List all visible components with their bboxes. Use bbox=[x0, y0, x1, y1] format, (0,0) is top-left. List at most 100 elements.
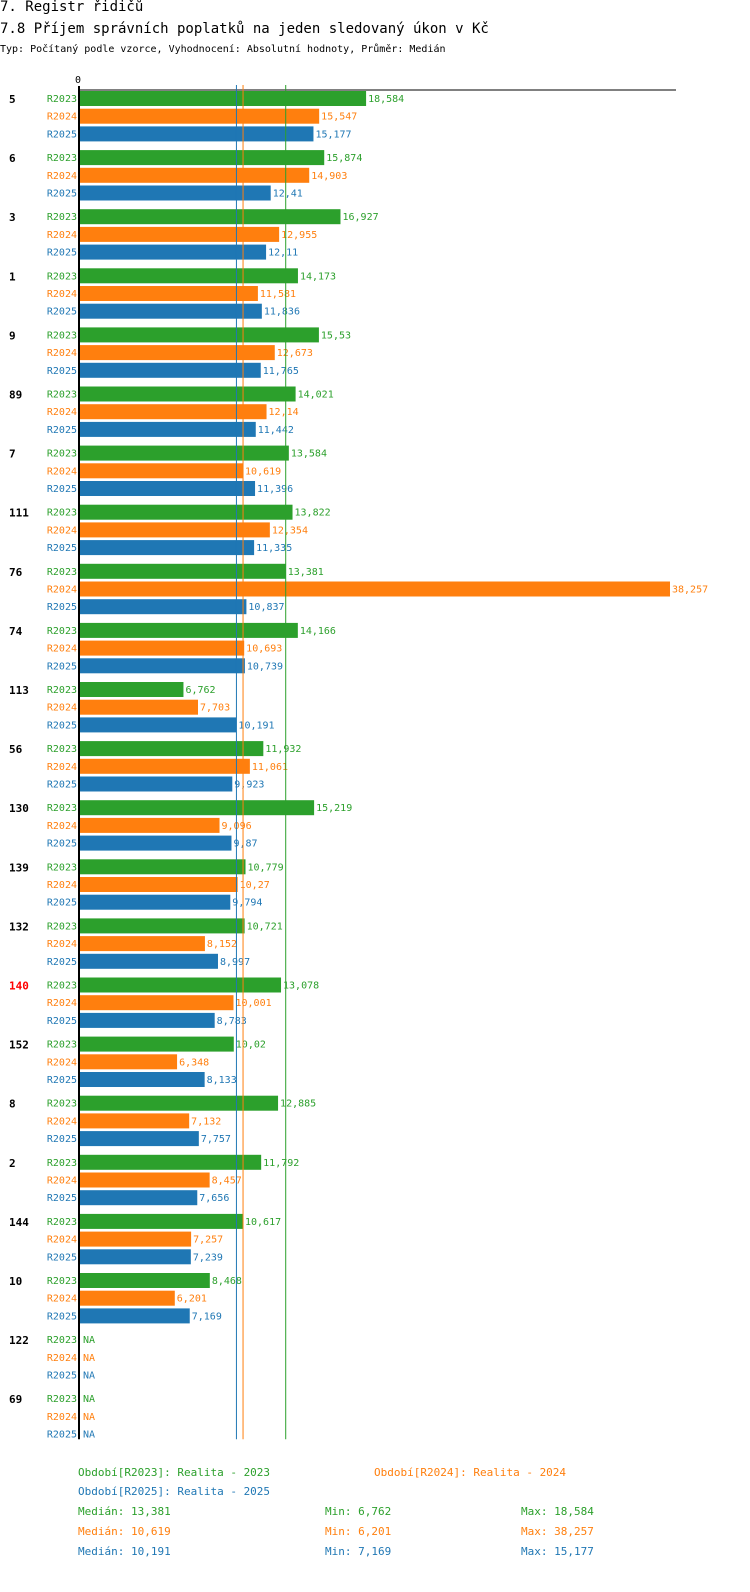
series-label: R2025 bbox=[47, 1252, 77, 1263]
legend-r2023: Období[R2023]: Realita - 2023 bbox=[78, 1466, 271, 1479]
bar-r2025 bbox=[79, 1190, 198, 1206]
series-label: R2023 bbox=[47, 981, 77, 992]
data-label: 13,822 bbox=[295, 508, 331, 519]
series-label: R2023 bbox=[47, 1040, 77, 1051]
bar-r2024 bbox=[79, 345, 275, 361]
bar-r2023 bbox=[79, 445, 289, 461]
data-label: 16,927 bbox=[342, 212, 378, 223]
data-label: 9,923 bbox=[234, 780, 264, 791]
stat-min-r2025: Min: 7,169 bbox=[325, 1545, 392, 1558]
data-label: 38,257 bbox=[672, 585, 708, 596]
stat-median-r2025: Medián: 10,191 bbox=[78, 1545, 171, 1558]
data-label: 15,547 bbox=[321, 112, 357, 123]
data-label: 10,721 bbox=[247, 921, 283, 932]
data-label: 11,765 bbox=[263, 366, 299, 377]
bar-r2025 bbox=[79, 362, 261, 378]
data-label-na: NA bbox=[83, 1394, 95, 1405]
stat-max-r2025: Max: 15,177 bbox=[521, 1545, 594, 1558]
bar-r2024 bbox=[79, 699, 198, 715]
data-label: 15,177 bbox=[315, 129, 351, 140]
series-label: R2024 bbox=[47, 1412, 77, 1423]
series-label: R2025 bbox=[47, 1016, 77, 1027]
series-label: R2024 bbox=[47, 525, 77, 536]
bar-r2023 bbox=[79, 504, 293, 520]
stat-min-r2023: Min: 6,762 bbox=[325, 1505, 392, 1518]
data-label: 10,001 bbox=[235, 998, 271, 1009]
series-label: R2025 bbox=[47, 189, 77, 200]
bar-r2024 bbox=[79, 936, 205, 952]
bar-r2025 bbox=[79, 1012, 215, 1028]
bar-r2023 bbox=[79, 1273, 210, 1288]
category-label: 69 bbox=[9, 1393, 22, 1406]
bar-r2024 bbox=[79, 640, 245, 656]
bar-r2025 bbox=[79, 540, 255, 556]
bar-r2025 bbox=[79, 303, 262, 319]
bar-r2025 bbox=[79, 244, 267, 260]
category-label: 122 bbox=[9, 1334, 29, 1347]
series-label: R2024 bbox=[47, 762, 77, 773]
data-label: 7,656 bbox=[199, 1193, 229, 1204]
series-label: R2023 bbox=[47, 1335, 77, 1346]
bar-r2023 bbox=[79, 1036, 234, 1052]
data-label: 10,837 bbox=[248, 602, 284, 613]
series-label: R2025 bbox=[47, 839, 77, 850]
series-label: R2023 bbox=[47, 271, 77, 282]
series-label: R2025 bbox=[47, 898, 77, 909]
category-label: 76 bbox=[9, 566, 23, 579]
series-label: R2023 bbox=[47, 803, 77, 814]
series-label: R2024 bbox=[47, 880, 77, 891]
category-label: 7 bbox=[9, 448, 16, 461]
bar-r2024 bbox=[79, 1054, 178, 1070]
data-label: 12,14 bbox=[269, 407, 299, 418]
bar-r2025 bbox=[79, 126, 314, 142]
bar-r2023 bbox=[79, 1154, 262, 1170]
bar-r2024 bbox=[79, 1290, 175, 1306]
bar-r2024 bbox=[79, 404, 267, 420]
data-label-na: NA bbox=[83, 1412, 95, 1423]
data-label: 12,955 bbox=[281, 230, 317, 241]
bar-r2024 bbox=[79, 817, 220, 833]
bar-r2025 bbox=[79, 776, 233, 792]
legend-r2025: Období[R2025]: Realita - 2025 bbox=[78, 1485, 271, 1498]
series-label: R2023 bbox=[47, 508, 77, 519]
series-label: R2024 bbox=[47, 171, 77, 182]
series-label: R2024 bbox=[47, 407, 77, 418]
data-label: 10,739 bbox=[247, 661, 283, 672]
data-label: 8,457 bbox=[212, 1176, 242, 1187]
series-label: R2025 bbox=[47, 602, 77, 613]
series-label: R2024 bbox=[47, 939, 77, 950]
bar-r2024 bbox=[79, 167, 310, 183]
data-label: 10,27 bbox=[240, 880, 270, 891]
data-label: 8,783 bbox=[217, 1016, 247, 1027]
series-label: R2023 bbox=[47, 449, 77, 460]
stat-min-r2024: Min: 6,201 bbox=[325, 1525, 392, 1538]
data-label: 7,757 bbox=[201, 1134, 231, 1145]
bar-r2023 bbox=[79, 327, 319, 343]
data-label: 7,257 bbox=[193, 1235, 223, 1246]
data-label: 14,021 bbox=[298, 390, 334, 401]
bar-r2024 bbox=[79, 1231, 192, 1247]
bar-r2024 bbox=[79, 758, 250, 774]
series-label: R2023 bbox=[47, 1158, 77, 1169]
data-label: 7,703 bbox=[200, 703, 230, 714]
category-label: 152 bbox=[9, 1039, 29, 1052]
bar-r2023 bbox=[79, 209, 341, 225]
bar-chart: 0 5 R2023 18,584 R2024 15,547 R2025 15,177 6 R202… bbox=[9, 75, 708, 1441]
series-label: R2024 bbox=[47, 348, 77, 359]
category-label: 8 bbox=[9, 1098, 16, 1111]
series-label: R2024 bbox=[47, 998, 77, 1009]
category-label: 132 bbox=[9, 920, 29, 933]
series-label: R2024 bbox=[47, 1353, 77, 1364]
series-label: R2023 bbox=[47, 390, 77, 401]
category-label: 1 bbox=[9, 270, 16, 283]
category-label: 130 bbox=[9, 802, 29, 815]
series-label: R2025 bbox=[47, 1075, 77, 1086]
data-label: 12,11 bbox=[268, 248, 298, 259]
bar-r2025 bbox=[79, 1072, 205, 1087]
data-label: 15,874 bbox=[326, 153, 362, 164]
data-label: 11,836 bbox=[264, 307, 300, 318]
category-label: 10 bbox=[9, 1275, 22, 1288]
data-label: 15,53 bbox=[321, 330, 351, 341]
series-label: R2025 bbox=[47, 129, 77, 140]
bar-r2025 bbox=[79, 1249, 191, 1265]
